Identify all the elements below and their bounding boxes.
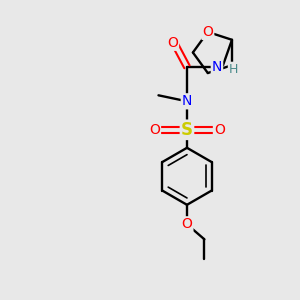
Text: O: O [214,123,225,137]
Text: N: N [182,94,192,108]
Text: O: O [149,123,160,137]
Text: H: H [229,63,238,76]
Text: S: S [181,121,193,139]
Text: O: O [202,25,213,39]
Text: O: O [182,217,192,231]
Text: O: O [167,36,178,50]
Text: N: N [212,60,222,74]
